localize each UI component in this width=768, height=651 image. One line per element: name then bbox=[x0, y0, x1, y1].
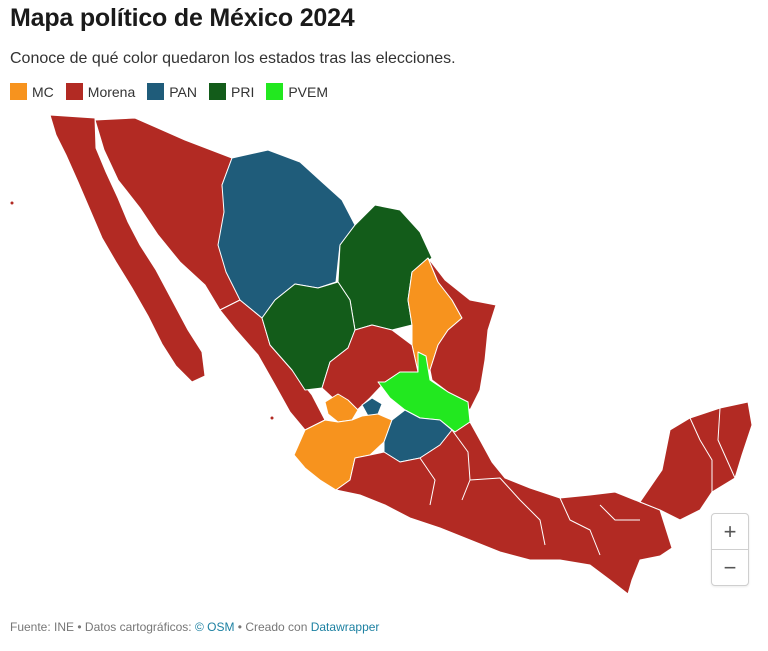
island-marker bbox=[270, 416, 274, 420]
legend-label-mc: MC bbox=[32, 83, 54, 100]
legend-swatch-pan bbox=[147, 83, 165, 100]
state-yucatan[interactable] bbox=[639, 401, 753, 521]
legend-swatch-mc bbox=[10, 83, 27, 100]
osm-link[interactable]: © OSM bbox=[194, 620, 235, 634]
state-baja-california[interactable] bbox=[49, 114, 206, 383]
legend-item-pan: PAN bbox=[147, 83, 197, 100]
legend-item-pvem: PVEM bbox=[266, 83, 328, 100]
state-jalisco[interactable] bbox=[293, 413, 393, 491]
island-marker bbox=[10, 201, 14, 205]
footer-source: Fuente: INE • Datos cartográficos: bbox=[10, 620, 195, 634]
legend-label-pan: PAN bbox=[169, 83, 197, 100]
legend: MC Morena PAN PRI PVEM bbox=[10, 83, 340, 100]
state-aguascalientes[interactable] bbox=[361, 397, 383, 417]
chart-title: Mapa político de México 2024 bbox=[10, 4, 355, 32]
legend-label-pri: PRI bbox=[231, 83, 255, 100]
legend-label-pvem: PVEM bbox=[288, 83, 329, 100]
zoom-control: + − bbox=[711, 513, 749, 586]
legend-swatch-morena bbox=[65, 83, 83, 100]
legend-item-morena: Morena bbox=[65, 83, 136, 100]
chart-subtitle: Conoce de qué color quedaron los estados… bbox=[10, 50, 456, 67]
legend-label-morena: Morena bbox=[87, 83, 136, 100]
legend-swatch-pvem bbox=[266, 83, 284, 100]
mexico-map[interactable] bbox=[0, 108, 768, 608]
zoom-out-button[interactable]: − bbox=[712, 549, 748, 585]
legend-item-mc: MC bbox=[10, 83, 54, 100]
zoom-in-button[interactable]: + bbox=[723, 518, 737, 544]
legend-item-pri: PRI bbox=[209, 83, 254, 100]
datawrapper-link[interactable]: Datawrapper bbox=[310, 620, 380, 634]
state-southern[interactable] bbox=[335, 421, 673, 595]
state-borders-south bbox=[419, 407, 736, 556]
footer: Fuente: INE • Datos cartográficos: © OSM… bbox=[10, 620, 379, 634]
state-nayarit-mc[interactable] bbox=[324, 393, 359, 423]
footer-created: • Creado con bbox=[234, 620, 311, 634]
legend-swatch-pri bbox=[209, 83, 226, 100]
